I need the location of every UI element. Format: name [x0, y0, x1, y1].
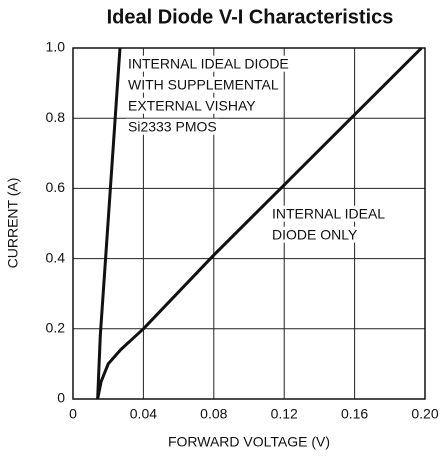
- chart-title: Ideal Diode V-I Characteristics: [107, 6, 394, 28]
- annotation: EXTERNAL VISHAY: [128, 98, 256, 114]
- annotation-bg: [270, 226, 360, 243]
- annotation-bg: [126, 55, 291, 72]
- annotation-bg: [126, 118, 219, 135]
- plot-frame: [72, 47, 426, 400]
- annotation-bg: [126, 76, 281, 93]
- x-axis-label: FORWARD VOLTAGE (V): [168, 434, 330, 450]
- annotation-bg: [270, 205, 388, 222]
- x-tick-label: 0.04: [130, 406, 157, 422]
- y-tick-label: 0.4: [46, 249, 66, 265]
- x-tick-label: 0.08: [200, 406, 227, 422]
- annotation: INTERNAL IDEAL DIODE: [128, 56, 289, 72]
- y-tick-label: 0.8: [46, 109, 66, 125]
- x-tick-label: 0.16: [341, 406, 368, 422]
- x-tick-label: 0.12: [271, 406, 298, 422]
- y-tick-label: 0: [57, 390, 65, 406]
- y-tick-label: 0.2: [46, 320, 66, 336]
- annotation: INTERNAL IDEAL: [272, 206, 385, 222]
- annotation: Si2333 PMOS: [128, 119, 217, 135]
- y-tick-label: 0.6: [46, 179, 66, 195]
- x-tick-label: 0: [69, 406, 77, 422]
- annotation-bg: [126, 97, 259, 114]
- annotation: DIODE ONLY: [272, 227, 358, 243]
- series-line: [96, 46, 423, 400]
- x-tick-label: 0.20: [411, 406, 438, 422]
- annotation: WITH SUPPLEMENTAL: [128, 77, 279, 93]
- y-tick-label: 1.0: [46, 39, 66, 55]
- series-line: [96, 47, 122, 400]
- y-axis-label: CURRENT (A): [5, 178, 21, 269]
